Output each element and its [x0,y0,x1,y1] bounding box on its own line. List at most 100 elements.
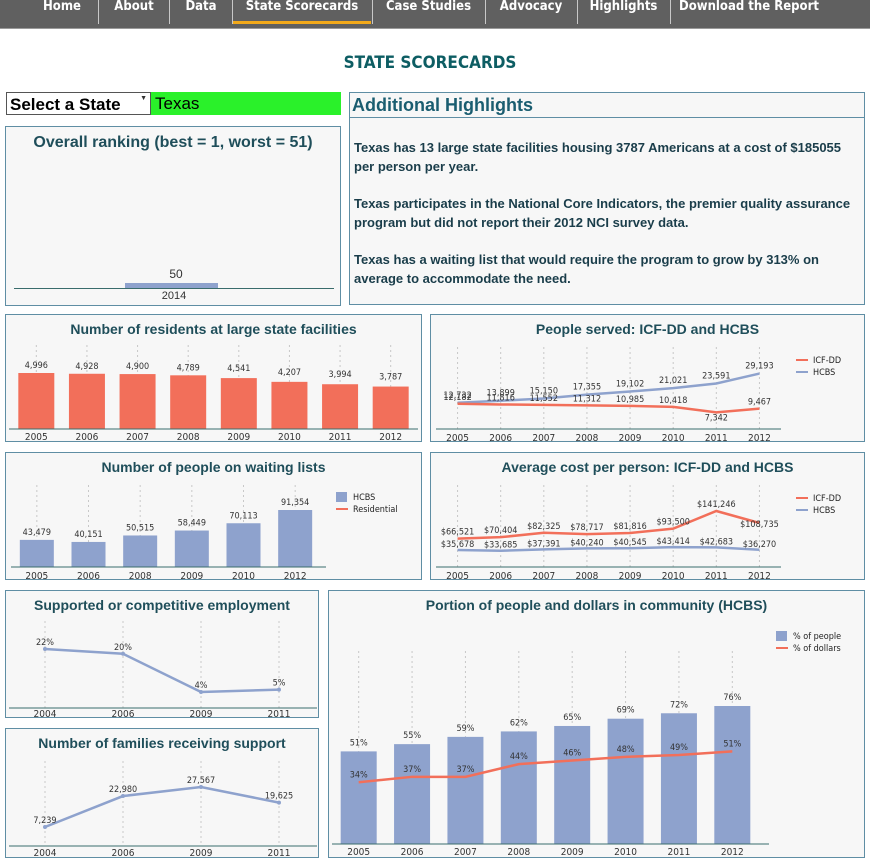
data-label: 22,980 [109,785,137,795]
bar-value-label: 3,994 [328,370,351,380]
line-value-label: 34% [350,770,368,780]
data-label: 7,239 [33,816,56,826]
employment-chart-title: Supported or competitive employment [34,597,290,613]
residents-chart: 4,996 4,928 4,900 4,789 4,541 4,207 3,994 3,787… [9,345,418,442]
bar-value-label: 4,541 [227,364,250,374]
nav-home[interactable]: Home [43,0,81,14]
x-tick-label: 2007 [532,571,555,580]
residents-bar [372,386,409,429]
x-tick-label: 2007 [126,432,149,442]
ranking-year-label: 2014 [161,290,187,302]
nav-state-scorecards[interactable]: State Scorecards [245,0,359,14]
data-label: $141,246 [697,500,736,510]
x-tick-label: 2010 [232,571,255,580]
people-percent-bar [714,706,751,844]
waiting-bar [123,535,158,567]
legend-dollars-label: % of dollars [793,644,841,654]
data-label: 17,355 [573,383,601,393]
x-tick-label: 2009 [227,432,250,442]
x-tick-label: 2009 [180,571,203,580]
data-point [121,794,125,799]
bar-value-label: 72% [670,700,688,710]
data-label: $37,391 [527,539,560,549]
x-tick-label: 2009 [619,571,642,580]
legend-hcbs-label: HCBS [813,368,835,378]
data-point [43,647,47,651]
nav-download-report[interactable]: Download the Report [679,0,819,14]
data-point [277,687,281,692]
state-selector-label-text: Select a State [10,95,121,114]
nav-highlights[interactable]: Highlights [589,0,658,14]
employment-chart: 22% 20% 4% 5% 2004 2006 2009 2011 [9,621,317,718]
nav-about[interactable]: About [114,0,154,14]
bar-value-label: 4,900 [126,362,149,372]
line-value-label: 44% [510,752,528,762]
state-selector-label[interactable]: Select a State ▼ [6,92,151,115]
bar-value-label: 55% [403,731,421,741]
data-label: 20% [114,643,132,653]
nav-separator [169,0,170,24]
dropdown-arrow-icon[interactable]: ▼ [140,95,147,102]
nav-separator [670,0,671,24]
legend-icfdd-label: ICF-DD [813,494,841,504]
families-chart-panel: Number of families receiving support 7,2… [5,728,319,858]
data-label: $42,683 [700,537,733,547]
dollars-series-line [358,750,733,784]
x-tick-label: 2011 [329,432,352,442]
bar-value-label: 51% [350,738,368,748]
people-percent-bar [554,725,591,844]
bar-value-label: 43,479 [23,528,51,538]
data-label: $35,678 [441,540,474,550]
data-label: 12,732 [443,391,471,401]
data-point [199,690,203,694]
icfdd-series-line [457,402,760,414]
data-label: 19,102 [616,379,644,389]
data-label: $70,404 [484,526,517,536]
x-tick-label: 2009 [190,709,213,718]
state-select-value[interactable]: Texas [151,92,341,115]
x-tick-label: 2012 [721,847,744,858]
data-label: 23,591 [702,372,730,382]
data-label: 10,985 [616,395,644,405]
x-tick-label: 2010 [662,433,685,442]
ranking-title: Overall ranking (best = 1, worst = 51) [33,134,313,151]
hcbs-series-line [457,372,760,405]
top-nav-bar: Home About Data State Scorecards Case St… [0,0,870,29]
x-tick-label: 2011 [705,571,728,580]
ranking-panel: Overall ranking (best = 1, worst = 51) 5… [5,126,341,306]
x-tick-label: 2012 [379,432,402,442]
waiting-chart: 43,479 40,151 50,515 58,449 70,113 91,354 2005… [11,485,398,580]
families-series-line [44,785,280,829]
people-percent-bar [447,736,484,844]
highlights-divider [350,117,865,118]
data-label: $93,500 [656,518,689,528]
icfdd-series-line [457,509,760,540]
data-label: $33,685 [484,541,517,551]
line-value-label: 51% [723,739,741,749]
bar-value-label: 91,354 [281,498,309,508]
nav-advocacy[interactable]: Advocacy [499,0,563,14]
data-label: 21,021 [659,376,687,386]
nav-case-studies[interactable]: Case Studies [385,0,472,14]
employment-chart-panel: Supported or competitive employment 22% 2… [5,590,319,718]
x-tick-label: 2005 [347,847,370,858]
bar-value-label: 70,113 [229,511,257,521]
x-tick-label: 2006 [489,433,512,442]
x-tick-label: 2007 [454,847,477,858]
data-label: 7,342 [705,413,728,423]
data-label: $43,414 [656,537,689,547]
nav-data[interactable]: Data [185,0,217,14]
people-percent-bar [340,751,377,844]
x-tick-label: 2008 [129,571,152,580]
data-label: 29,193 [745,362,773,372]
x-tick-label: 2005 [25,432,48,442]
x-tick-label: 2005 [25,571,48,580]
people-percent-bar [660,713,697,844]
data-label: 15,150 [530,387,558,397]
highlight-paragraph: Texas has 13 large state facilities hous… [354,140,842,174]
bar-value-label: 40,151 [74,530,102,540]
x-tick-label: 2008 [575,571,598,580]
bar-value-label: 65% [563,713,581,723]
x-tick-label: 2008 [177,432,200,442]
residents-bar [119,374,156,429]
